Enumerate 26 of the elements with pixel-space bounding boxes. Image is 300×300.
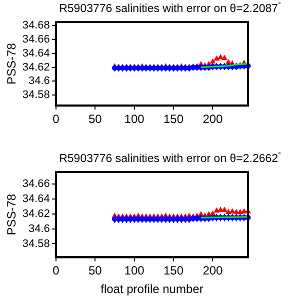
x-tick-label: 0 [52, 112, 60, 126]
y-axis-title: PSS-78 [4, 194, 19, 236]
x-tick-label: 200 [202, 264, 224, 278]
y-tick-label: 34.6 [28, 222, 50, 235]
y-tick-label: 34.62 [22, 208, 50, 220]
y-tick-label: 34.58 [22, 238, 50, 250]
x-axis-title: float profile number [100, 282, 204, 296]
chart-title: R5903776 salinities with error on θ=2.2087$^{°}$ [58, 2, 282, 15]
y-tick-label: 34.66 [22, 178, 50, 190]
x-tick-label: 0 [52, 264, 60, 278]
y-tick-label: 34.64 [22, 47, 50, 60]
y-tick-label: 34.64 [22, 192, 50, 205]
y-tick-label: 34.66 [22, 33, 50, 46]
y-axis-title: PSS-78 [4, 42, 19, 84]
x-tick-label: 200 [202, 112, 224, 126]
x-tick-label: 50 [88, 112, 102, 126]
y-tick-label: 34.6 [28, 75, 50, 88]
x-tick-label: 50 [88, 264, 102, 278]
y-tick-label: 34.62 [22, 61, 50, 74]
y-tick-label: 34.68 [22, 20, 50, 32]
x-tick-label: 100 [124, 264, 145, 278]
x-tick-label: 100 [124, 112, 145, 126]
x-tick-label: 150 [164, 112, 184, 126]
x-tick-label: 150 [164, 264, 184, 278]
y-tick-label: 34.58 [22, 89, 50, 102]
chart-title: R5903776 salinities with error on θ=2.2662$^{°}$ [58, 152, 282, 165]
